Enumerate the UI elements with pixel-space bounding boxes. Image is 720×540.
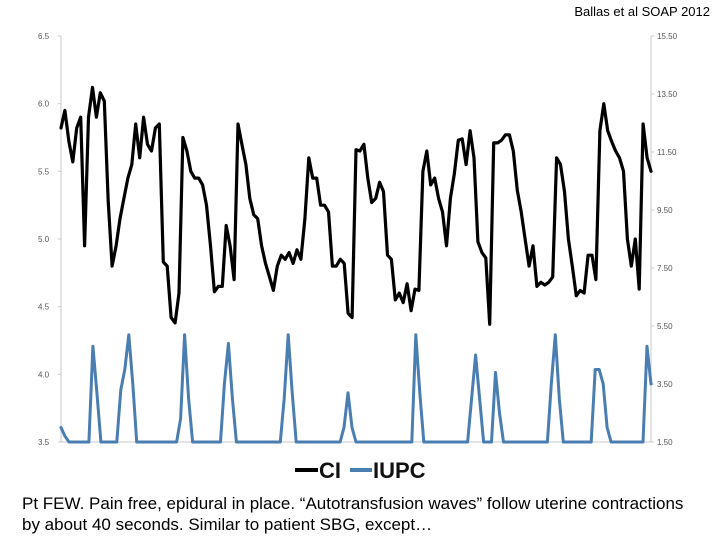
right-tick-label: 5.50 [657, 322, 673, 331]
legend: CI IUPC [295, 458, 426, 483]
left-tick-label: 6.5 [38, 32, 50, 41]
left-tick-label: 5.0 [38, 235, 50, 244]
right-tick-label: 3.50 [657, 380, 673, 389]
caption: Pt FEW. Pain free, epidural in place. “A… [22, 494, 684, 534]
left-tick-label: 3.5 [38, 438, 50, 447]
right-tick-label: 11.50 [657, 148, 677, 157]
right-tick-label: 1.50 [657, 438, 673, 447]
left-axis-ticks: 3.5 4.0 4.5 5.0 5.5 6.0 6.5 [38, 32, 61, 447]
left-tick-label: 6.0 [38, 100, 50, 109]
legend-label-iupc: IUPC [373, 458, 426, 483]
right-tick-label: 13.50 [657, 90, 678, 99]
left-tick-label: 4.0 [38, 370, 50, 379]
citation: Ballas et al SOAP 2012 [574, 4, 710, 19]
series-line-ci [59, 85, 653, 326]
right-tick-label: 15.50 [657, 32, 678, 41]
series-layer [59, 85, 653, 444]
chart: 3.5 4.0 4.5 5.0 5.5 6.0 6.5 1.50 3.50 5.50 7.50 9.… [38, 32, 678, 483]
left-tick-label: 5.5 [38, 167, 50, 176]
left-tick-label: 4.5 [38, 303, 50, 312]
series-line-iupc [59, 333, 653, 444]
legend-label-ci: CI [319, 458, 341, 483]
right-tick-label: 9.50 [657, 206, 673, 215]
right-axis-ticks: 1.50 3.50 5.50 7.50 9.50 11.50 13.50 15.50 [651, 32, 678, 447]
right-tick-label: 7.50 [657, 264, 673, 273]
